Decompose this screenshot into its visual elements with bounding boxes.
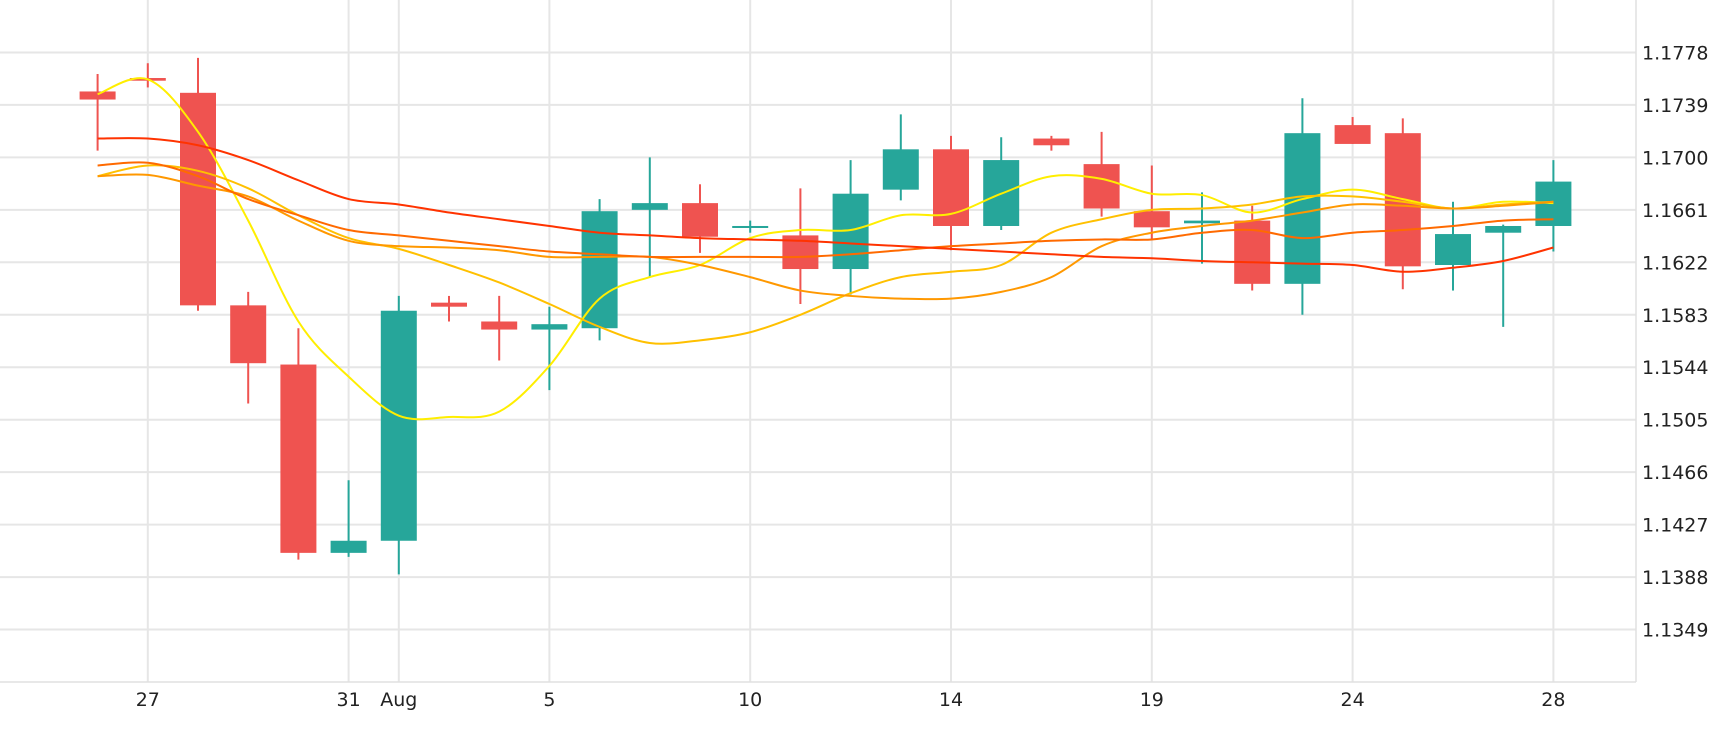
candle-body: [1033, 138, 1070, 146]
candle-bearish: [481, 295, 518, 361]
y-tick-label: 1.1505: [1642, 410, 1708, 432]
candle-body: [79, 91, 116, 100]
x-tick-label: 31: [337, 689, 361, 711]
candle-body: [682, 203, 718, 237]
y-tick-label: 1.1466: [1642, 462, 1708, 484]
x-tick-label: Aug: [380, 689, 417, 711]
x-tick-label: 14: [939, 689, 963, 711]
candle-bullish: [1435, 201, 1471, 291]
candle-body: [180, 92, 216, 306]
x-tick-label: 5: [543, 689, 555, 711]
candle-bullish: [1284, 98, 1321, 315]
candle-bearish: [431, 295, 467, 322]
y-axis-labels: 1.1778 1.1739 1.1700 1.1661 1.1622 1.1583 1.15…: [1642, 42, 1708, 641]
candle-bearish: [1083, 131, 1120, 217]
candle-body: [481, 321, 518, 330]
candle-bullish: [330, 480, 367, 557]
candle-body: [330, 540, 367, 553]
y-tick-label: 1.1661: [1642, 200, 1708, 222]
candle-body: [1184, 220, 1220, 224]
x-tick-label: 19: [1140, 689, 1164, 711]
candle-bullish: [983, 137, 1020, 231]
candle-bearish: [280, 328, 317, 560]
y-tick-label: 1.1388: [1642, 567, 1708, 589]
candle-bullish: [380, 295, 417, 575]
candle-bearish: [682, 184, 718, 253]
candle-bullish: [882, 114, 919, 201]
candle-bullish: [531, 306, 568, 391]
candle-bullish: [732, 220, 769, 233]
candle-bearish: [1033, 135, 1070, 151]
candle-bearish: [1334, 117, 1371, 144]
y-tick-label: 1.1544: [1642, 357, 1708, 379]
candle-body: [1284, 133, 1321, 284]
x-tick-label: 10: [738, 689, 762, 711]
ma-red-line: [97, 137, 1554, 273]
moving-average-lines: [97, 77, 1554, 421]
candles: [79, 57, 1572, 575]
candle-bullish: [581, 199, 618, 341]
candle-body: [431, 302, 467, 307]
y-tick-label: 1.1583: [1642, 305, 1708, 327]
x-tick-label: 28: [1541, 689, 1565, 711]
candle-body: [531, 324, 568, 330]
candle-body: [380, 310, 417, 541]
candle-body: [1133, 211, 1170, 228]
ma-dark-orange-line: [97, 161, 1554, 259]
candle-body: [732, 225, 769, 228]
candle-bullish: [1535, 160, 1572, 252]
candle-body: [280, 364, 317, 553]
y-tick-label: 1.1427: [1642, 515, 1708, 537]
ma-gold-line: [97, 164, 1554, 345]
candle-body: [230, 305, 267, 364]
candle-bullish: [1485, 224, 1522, 327]
candle-body: [1083, 164, 1120, 209]
x-tick-label: 24: [1341, 689, 1365, 711]
y-tick-label: 1.1622: [1642, 252, 1708, 274]
y-tick-label: 1.1349: [1642, 620, 1708, 642]
candle-bearish: [933, 135, 969, 251]
candle-bullish: [1184, 192, 1220, 264]
candle-body: [1334, 125, 1371, 144]
x-axis-labels: 27 31 Aug 5 10 14 19 24 28: [136, 689, 1566, 711]
candle-bearish: [180, 57, 216, 311]
y-tick-label: 1.1778: [1642, 42, 1708, 64]
y-tick-label: 1.1739: [1642, 95, 1708, 117]
candle-body: [1435, 234, 1471, 265]
ma-orange-line: [97, 173, 1554, 301]
candle-body: [882, 149, 919, 190]
candle-body: [631, 203, 668, 210]
y-tick-label: 1.1700: [1642, 147, 1708, 169]
candle-bearish: [129, 63, 166, 88]
ma-yellow-line: [97, 77, 1554, 421]
candle-bearish: [1133, 165, 1170, 240]
candle-body: [1485, 225, 1522, 233]
x-tick-label: 27: [136, 689, 160, 711]
candle-body: [581, 211, 618, 329]
candle-bearish: [230, 291, 267, 404]
